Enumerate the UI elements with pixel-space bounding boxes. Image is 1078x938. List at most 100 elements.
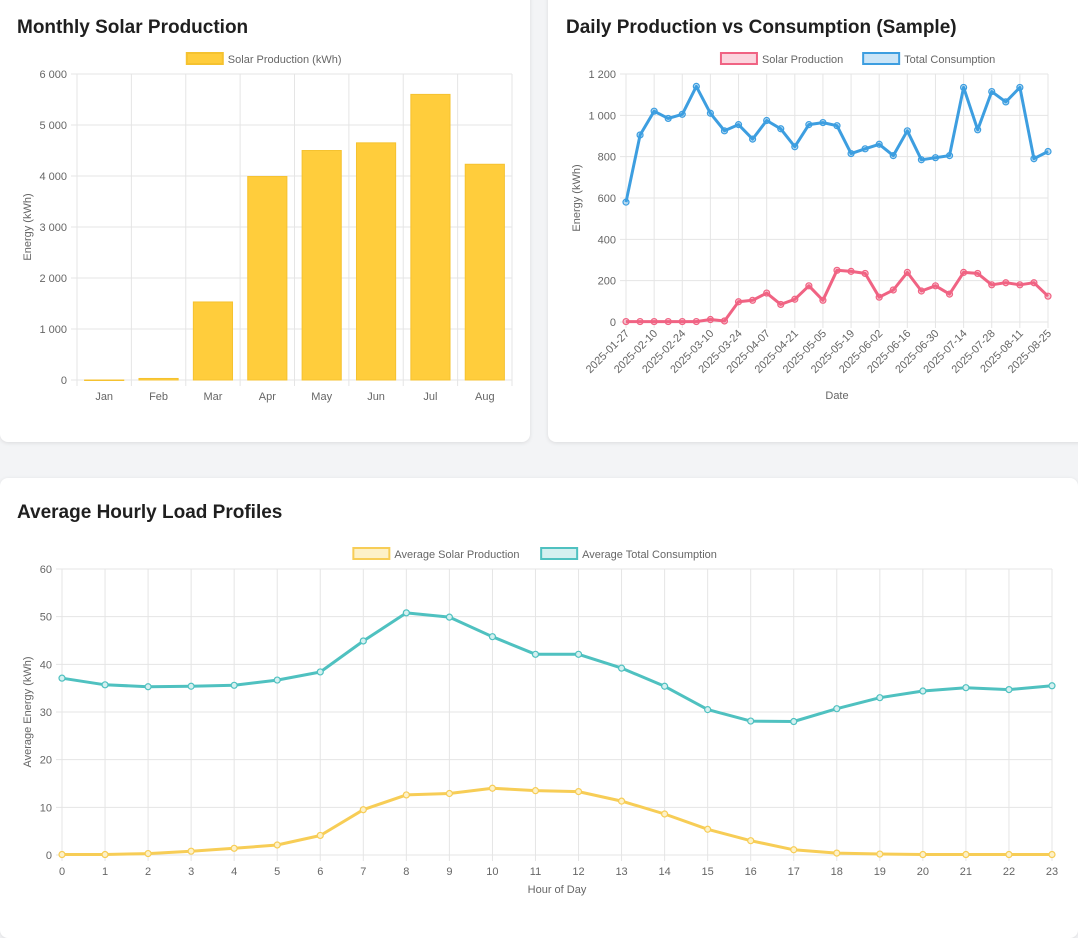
data-point (1016, 83, 1024, 92)
x-tick-label: 13 (615, 866, 627, 878)
data-point (790, 717, 798, 726)
daily-production-card: Daily Production vs Consumption (Sample)… (548, 0, 1078, 442)
hourly-load-card: Average Hourly Load Profiles 0 10 20 30 40 50… (0, 478, 1078, 938)
y-tick-label: 5 000 (39, 120, 67, 132)
x-tick-label: 23 (1046, 866, 1058, 878)
data-point (931, 282, 940, 290)
y-tick-label: 1 000 (39, 324, 67, 336)
data-point (488, 784, 497, 792)
hourly-legend-swatch (540, 547, 579, 560)
data-point (734, 121, 743, 129)
data-point (359, 637, 367, 645)
data-point (945, 152, 954, 160)
x-tick-label: Aug (475, 391, 495, 403)
data-point (1044, 147, 1052, 156)
bar (247, 176, 288, 381)
y-axis-title: Average Energy (kWh) (22, 656, 34, 767)
data-point (777, 300, 785, 309)
data-point (101, 681, 109, 689)
data-point (402, 609, 410, 617)
data-point (749, 135, 757, 143)
x-axis-title: Hour of Day (528, 884, 587, 896)
data-point (791, 143, 799, 151)
data-point (861, 145, 869, 153)
data-point (876, 694, 884, 702)
data-point (791, 295, 799, 303)
data-point (58, 674, 66, 682)
data-point (650, 317, 658, 326)
daily-legend-label: Solar Production (762, 54, 843, 66)
data-point (661, 810, 669, 818)
y-tick-label: 50 (40, 612, 52, 624)
y-tick-label: 0 (46, 850, 52, 862)
monthly-chart-title: Monthly Solar Production (17, 17, 249, 38)
y-tick-label: 1 000 (588, 110, 616, 122)
x-tick-label: 11 (530, 866, 541, 878)
y-tick-label: 1 200 (588, 69, 616, 81)
data-point (58, 850, 66, 859)
y-tick-label: 2 000 (39, 273, 67, 285)
data-point (962, 684, 970, 692)
data-point (230, 681, 238, 689)
data-point (974, 126, 982, 134)
bar (464, 163, 505, 381)
x-tick-label: 19 (874, 866, 886, 878)
x-tick-label: 9 (446, 866, 452, 878)
data-point (706, 315, 714, 324)
data-point (833, 122, 841, 130)
x-axis-title: Date (825, 390, 848, 402)
data-point (903, 268, 911, 276)
x-tick-label: 16 (745, 866, 757, 878)
data-point (636, 131, 644, 139)
data-point (974, 269, 982, 278)
y-tick-label: 30 (40, 707, 52, 719)
x-tick-label: 15 (702, 866, 714, 878)
data-point (1048, 682, 1056, 690)
y-tick-label: 6 000 (39, 69, 67, 81)
y-tick-label: 0 (610, 317, 616, 329)
data-point (144, 683, 152, 691)
data-point (664, 114, 672, 123)
x-tick-label: 3 (188, 866, 194, 878)
data-point (617, 797, 626, 805)
y-tick-label: 40 (40, 659, 52, 671)
data-point (1002, 279, 1010, 287)
data-point (704, 825, 712, 833)
data-point (833, 266, 841, 274)
data-point (1030, 279, 1038, 287)
x-tick-label: 14 (658, 866, 670, 878)
data-point (144, 849, 152, 858)
data-point (988, 281, 996, 289)
x-tick-label: 22 (1003, 866, 1015, 878)
data-point (819, 118, 827, 127)
data-point (790, 846, 798, 854)
data-point (678, 317, 686, 326)
data-point (917, 156, 925, 164)
y-tick-label: 60 (40, 564, 52, 576)
bar (301, 150, 342, 381)
bar (192, 301, 234, 381)
data-point (445, 613, 453, 621)
data-point (445, 789, 453, 798)
x-tick-label: Feb (149, 391, 168, 403)
y-tick-label: 20 (40, 755, 52, 767)
data-point (1002, 98, 1010, 106)
bar (410, 93, 451, 381)
data-point (889, 152, 897, 160)
data-point (988, 87, 996, 96)
y-tick-label: 800 (598, 152, 616, 164)
data-point (692, 82, 700, 91)
data-point (960, 83, 968, 92)
x-tick-label: 6 (317, 866, 323, 878)
x-tick-label: 10 (486, 866, 498, 878)
data-point (1005, 850, 1013, 859)
data-point (889, 286, 897, 294)
data-point (678, 110, 686, 118)
monthly-bar-chart[interactable]: 0 1 000 2 000 3 000 4 000 5 000 6 000 Jan Feb Mar… (0, 0, 530, 430)
data-point (962, 850, 970, 859)
series-line (62, 786, 1052, 856)
x-tick-label: Jul (423, 391, 437, 403)
data-point (531, 787, 540, 795)
